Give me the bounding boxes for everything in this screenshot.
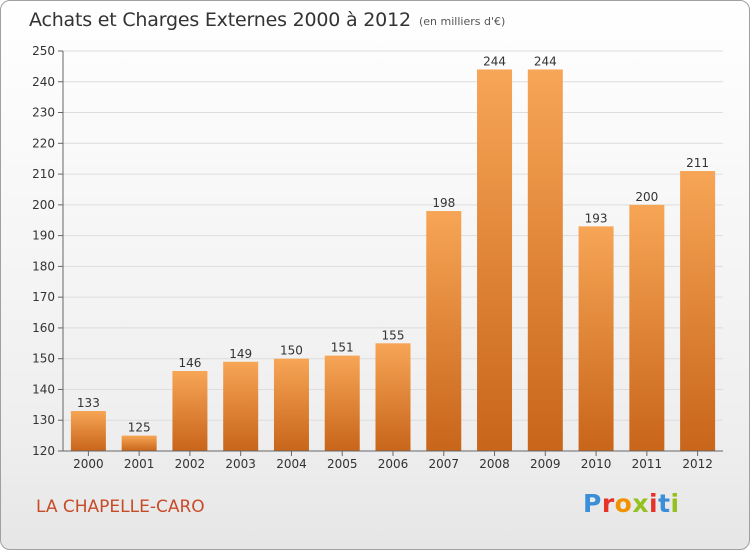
bar bbox=[578, 226, 614, 451]
data-label: 125 bbox=[128, 421, 151, 435]
bar bbox=[375, 343, 411, 451]
y-tick-label: 230 bbox=[32, 106, 55, 120]
bar bbox=[223, 361, 259, 451]
bar bbox=[426, 211, 462, 451]
logo-letter: o bbox=[614, 489, 633, 518]
data-label: 211 bbox=[686, 156, 709, 170]
data-label: 155 bbox=[382, 328, 405, 342]
x-tick-label: 2011 bbox=[632, 457, 663, 471]
x-tick-label: 2004 bbox=[276, 457, 307, 471]
logo-letter: r bbox=[601, 489, 615, 518]
y-tick-label: 190 bbox=[32, 229, 55, 243]
y-tick-label: 140 bbox=[32, 382, 55, 396]
y-tick-label: 200 bbox=[32, 198, 55, 212]
x-tick-label: 2000 bbox=[73, 457, 104, 471]
y-tick-label: 240 bbox=[32, 75, 55, 89]
x-tick-label: 2010 bbox=[581, 457, 612, 471]
data-label: 244 bbox=[534, 54, 557, 68]
logo-letter: t bbox=[658, 489, 671, 518]
x-tick-label: 2002 bbox=[175, 457, 206, 471]
chart-title: Achats et Charges Externes 2000 à 2012 bbox=[29, 9, 411, 31]
commune-name: LA CHAPELLE-CARO bbox=[36, 497, 205, 517]
bar bbox=[172, 371, 208, 451]
logo-letter: i bbox=[649, 489, 659, 518]
logo-letter: P bbox=[583, 489, 602, 518]
bar bbox=[121, 435, 157, 451]
x-tick-label: 2009 bbox=[530, 457, 561, 471]
y-tick-label: 250 bbox=[32, 44, 55, 58]
proxiti-logo[interactable]: Proxiti bbox=[583, 489, 680, 518]
x-tick-label: 2003 bbox=[225, 457, 256, 471]
data-label: 151 bbox=[331, 341, 354, 355]
data-label: 193 bbox=[585, 211, 608, 225]
data-labels: 133 125 146 149 150 151 155 198 244 244 193 200 211 bbox=[77, 54, 709, 434]
y-tick-label: 160 bbox=[32, 321, 55, 335]
chart-subtitle: (en milliers d'€) bbox=[419, 15, 506, 28]
logo-letter: x bbox=[632, 489, 649, 518]
logo-letter: i bbox=[670, 489, 680, 518]
data-label: 146 bbox=[178, 356, 201, 370]
bar bbox=[629, 204, 665, 451]
bar bbox=[324, 355, 360, 451]
bar bbox=[273, 358, 309, 451]
x-tick-label: 2012 bbox=[682, 457, 713, 471]
x-tick-label: 2007 bbox=[428, 457, 459, 471]
bars bbox=[70, 69, 716, 451]
y-tick-label: 180 bbox=[32, 259, 55, 273]
y-tick-label: 210 bbox=[32, 167, 55, 181]
axes: 120 130 140 150 160 170 180 190 200 210 220 230 240 2… bbox=[32, 44, 723, 471]
bar bbox=[70, 411, 106, 451]
x-tick-label: 2005 bbox=[327, 457, 358, 471]
data-label: 244 bbox=[483, 54, 506, 68]
x-tick-label: 2006 bbox=[378, 457, 409, 471]
data-label: 198 bbox=[432, 196, 455, 210]
y-tick-label: 130 bbox=[32, 413, 55, 427]
y-tick-label: 120 bbox=[32, 444, 55, 458]
data-label: 149 bbox=[229, 347, 252, 361]
data-label: 200 bbox=[635, 190, 658, 204]
data-label: 150 bbox=[280, 344, 303, 358]
bar bbox=[527, 69, 563, 451]
bar bbox=[477, 69, 513, 451]
bar bbox=[680, 171, 716, 451]
data-label: 133 bbox=[77, 396, 100, 410]
y-tick-label: 150 bbox=[32, 352, 55, 366]
y-tick-label: 220 bbox=[32, 136, 55, 150]
x-tick-label: 2001 bbox=[124, 457, 155, 471]
y-tick-label: 170 bbox=[32, 290, 55, 304]
x-tick-label: 2008 bbox=[479, 457, 510, 471]
